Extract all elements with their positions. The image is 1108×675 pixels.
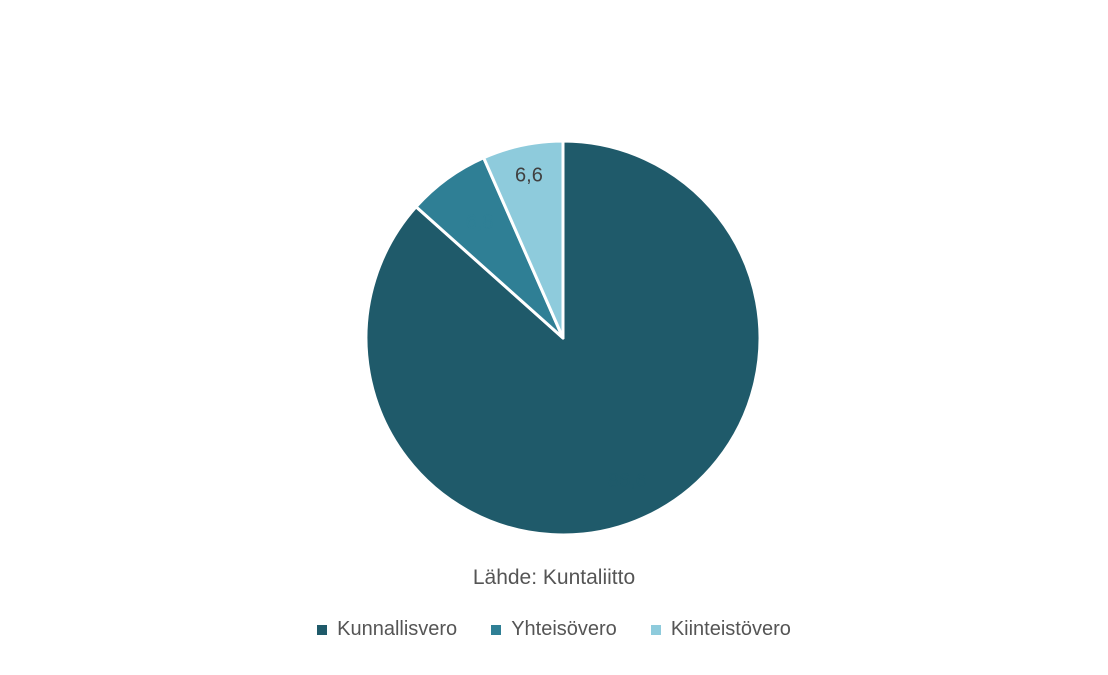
chart-legend: Kunnallisvero Yhteisövero Kiinteistövero bbox=[0, 618, 1108, 641]
legend-item-yhteisovero: Yhteisövero bbox=[491, 618, 617, 641]
legend-label: Kunnallisvero bbox=[337, 618, 457, 641]
chart-source: Lähde: Kuntaliitto bbox=[0, 566, 1108, 590]
legend-swatch bbox=[491, 625, 501, 635]
legend-label: Kiinteistövero bbox=[671, 618, 791, 641]
legend-label: Yhteisövero bbox=[511, 618, 617, 641]
data-label-kunnallisvero: 86,6 bbox=[608, 470, 647, 492]
data-label-yhteisövero: 6,8 bbox=[466, 212, 494, 234]
data-label-kiinteistövero: 6,6 bbox=[515, 164, 543, 186]
legend-item-kiinteistovero: Kiinteistövero bbox=[651, 618, 791, 641]
legend-swatch bbox=[317, 625, 327, 635]
legend-swatch bbox=[651, 625, 661, 635]
legend-item-kunnallisvero: Kunnallisvero bbox=[317, 618, 457, 641]
